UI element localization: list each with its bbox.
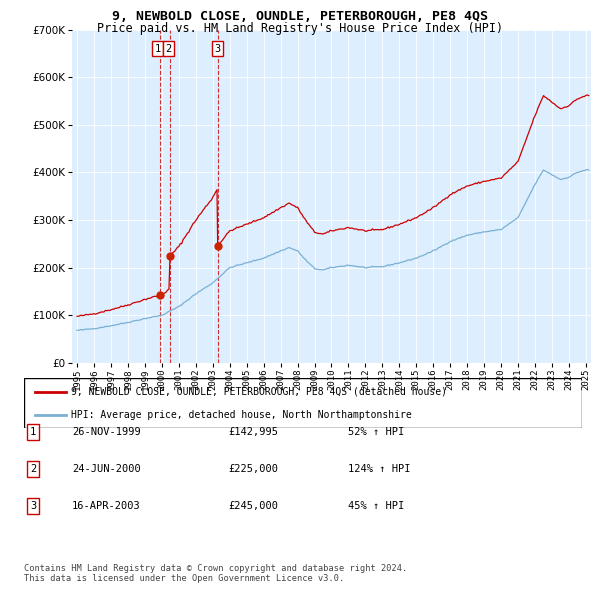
Text: £225,000: £225,000	[228, 464, 278, 474]
Text: 3: 3	[215, 44, 221, 54]
Text: 45% ↑ HPI: 45% ↑ HPI	[348, 502, 404, 511]
Text: £245,000: £245,000	[228, 502, 278, 511]
Text: 24-JUN-2000: 24-JUN-2000	[72, 464, 141, 474]
Text: 26-NOV-1999: 26-NOV-1999	[72, 427, 141, 437]
Text: Price paid vs. HM Land Registry's House Price Index (HPI): Price paid vs. HM Land Registry's House …	[97, 22, 503, 35]
Text: 9, NEWBOLD CLOSE, OUNDLE, PETERBOROUGH, PE8 4QS (detached house): 9, NEWBOLD CLOSE, OUNDLE, PETERBOROUGH, …	[71, 386, 448, 396]
Text: 2: 2	[165, 44, 172, 54]
Text: 16-APR-2003: 16-APR-2003	[72, 502, 141, 511]
Text: Contains HM Land Registry data © Crown copyright and database right 2024.
This d: Contains HM Land Registry data © Crown c…	[24, 563, 407, 583]
Text: 1: 1	[155, 44, 161, 54]
Text: 9, NEWBOLD CLOSE, OUNDLE, PETERBOROUGH, PE8 4QS: 9, NEWBOLD CLOSE, OUNDLE, PETERBOROUGH, …	[112, 10, 488, 23]
Text: 52% ↑ HPI: 52% ↑ HPI	[348, 427, 404, 437]
Text: 3: 3	[30, 502, 36, 511]
Text: HPI: Average price, detached house, North Northamptonshire: HPI: Average price, detached house, Nort…	[71, 410, 412, 420]
Text: 2: 2	[30, 464, 36, 474]
Text: 124% ↑ HPI: 124% ↑ HPI	[348, 464, 410, 474]
Text: 1: 1	[30, 427, 36, 437]
Text: £142,995: £142,995	[228, 427, 278, 437]
